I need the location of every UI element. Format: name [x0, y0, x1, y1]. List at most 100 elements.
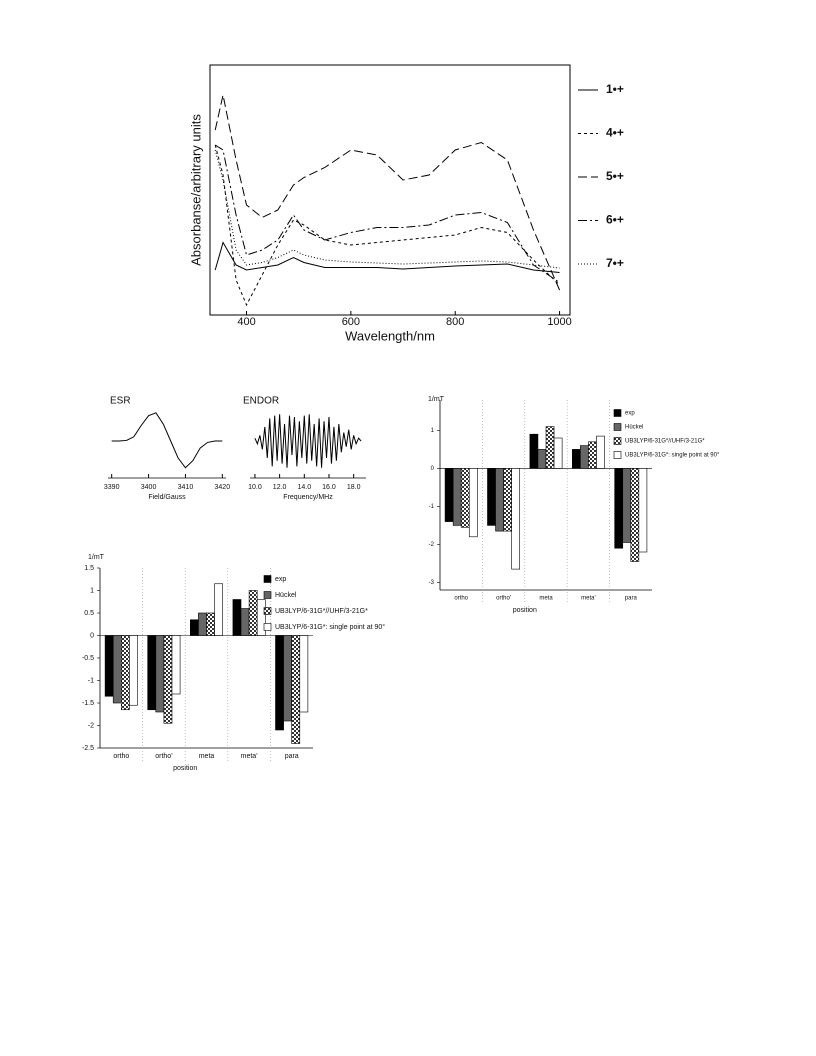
- bar: [190, 619, 199, 636]
- legend-label: exp: [625, 411, 635, 417]
- bar: [630, 468, 640, 562]
- x-tick-label: ortho: [113, 753, 129, 760]
- x-tick-label: 3390: [104, 484, 120, 491]
- data-line: [111, 412, 223, 469]
- bar: [487, 468, 496, 526]
- legend-label: 1•+: [606, 82, 624, 96]
- legend-label: Hückel: [275, 592, 297, 599]
- legend-label: 6•+: [606, 213, 624, 227]
- legend-label: UB3LYP/6-31G*: single point at 90°: [275, 623, 385, 631]
- bar: [283, 635, 292, 722]
- legend-label: Hückel: [625, 425, 643, 431]
- x-tick-label: 1000: [547, 316, 571, 328]
- legend-label: 5•+: [606, 169, 624, 183]
- x-tick-label: meta': [241, 753, 258, 760]
- y-tick-label: 0: [431, 466, 435, 472]
- x-tick-label: para: [285, 753, 299, 760]
- bar: [121, 635, 130, 711]
- y-axis-label: Absorbanse/arbitrary units: [188, 114, 203, 266]
- x-tick-label: 16.0: [322, 484, 336, 491]
- bar: [112, 635, 122, 704]
- legend-swatch: [613, 423, 622, 431]
- bar: [444, 468, 454, 522]
- bar: [503, 468, 512, 532]
- bar: [206, 612, 215, 636]
- y-tick-label: -0.5: [82, 655, 94, 662]
- x-tick-label: 18.0: [347, 484, 361, 491]
- bar: [545, 426, 555, 469]
- x-tick-label: 400: [237, 316, 255, 328]
- bar: [248, 590, 258, 636]
- data-line: [214, 144, 560, 307]
- legend-swatch: [263, 607, 272, 615]
- y-tick-label: -3: [429, 580, 435, 586]
- plot-frame: [209, 64, 571, 316]
- chart-title: ESR: [110, 396, 131, 407]
- y-tick-label: 1: [90, 587, 94, 594]
- data-line: [214, 149, 560, 269]
- legend-swatch: [613, 451, 622, 459]
- x-tick-label: meta: [199, 753, 215, 760]
- bar: [468, 468, 478, 538]
- x-tick-label: para: [625, 596, 638, 602]
- x-tick-label: 14.0: [297, 484, 311, 491]
- x-tick-label: 3410: [178, 484, 194, 491]
- bar: [240, 608, 250, 636]
- x-tick-label: meta: [539, 596, 553, 602]
- legend-swatch: [613, 437, 622, 445]
- bar: [580, 445, 589, 469]
- y-axis-label: 1/mT: [428, 396, 445, 403]
- y-tick-label: -1: [88, 677, 94, 684]
- bar: [155, 635, 165, 713]
- legend-swatch: [263, 575, 272, 583]
- bar: [129, 635, 138, 706]
- bar: [214, 583, 223, 636]
- bar: [299, 635, 309, 713]
- bar: [622, 468, 632, 543]
- x-axis-label: Field/Gauss: [148, 494, 186, 501]
- legend-label: 4•+: [606, 126, 624, 140]
- data-line: [214, 94, 561, 291]
- bar: [588, 441, 597, 469]
- x-tick-label: ortho: [454, 596, 468, 602]
- bar: [511, 468, 521, 570]
- bar: [256, 599, 266, 636]
- bar: [638, 468, 648, 553]
- data-line: [214, 144, 560, 283]
- bar: [275, 635, 284, 731]
- x-axis-label: position: [513, 607, 537, 614]
- legend-label: 7•+: [606, 256, 624, 270]
- x-tick-label: ortho': [155, 753, 172, 760]
- y-tick-label: -1.5: [82, 700, 94, 707]
- bar: [537, 449, 547, 469]
- bar: [614, 468, 624, 549]
- bar: [596, 435, 605, 469]
- data-line: [254, 414, 362, 468]
- y-tick-label: 1.5: [84, 565, 94, 572]
- bar: [147, 635, 157, 711]
- bar: [571, 449, 581, 469]
- bar: [232, 599, 242, 636]
- x-axis-label: Frequency/MHz: [283, 494, 333, 501]
- legend-label: UB3LYP/6-31G*//UHF/3-21G*: [275, 608, 368, 615]
- x-tick-label: 800: [446, 316, 464, 328]
- bar: [529, 433, 539, 469]
- legend-swatch: [263, 591, 272, 599]
- x-axis-label: position: [173, 765, 197, 772]
- bar: [460, 468, 470, 528]
- data-line: [214, 241, 560, 273]
- y-tick-label: -2: [88, 722, 94, 729]
- legend-label: UB3LYP/6-31G*: single point at 90°: [625, 453, 720, 459]
- bar: [291, 635, 301, 744]
- legend-label: exp: [275, 576, 286, 583]
- y-tick-label: -2: [429, 542, 435, 548]
- y-tick-label: 1: [431, 428, 435, 434]
- y-tick-label: 0.5: [84, 610, 94, 617]
- x-tick-label: 3420: [215, 484, 231, 491]
- legend-swatch: [263, 623, 272, 631]
- bar: [163, 635, 173, 724]
- x-tick-label: 10.0: [248, 484, 262, 491]
